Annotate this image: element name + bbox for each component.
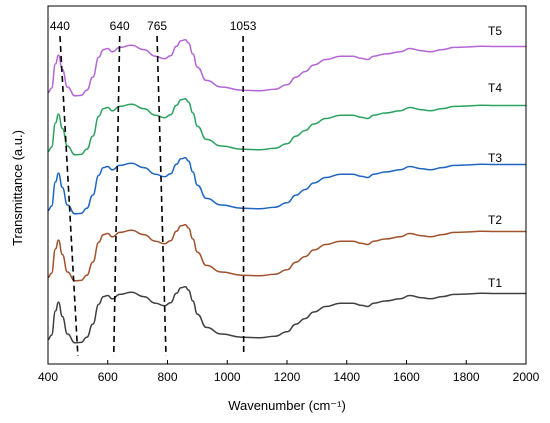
annotation-line-765 [156,35,167,357]
x-tick-label-1800: 1800 [453,370,480,384]
series-line-t1 [47,285,526,344]
x-tick-label-1000: 1000 [214,370,241,384]
series-line-t2 [47,223,526,282]
x-tick-label-1200: 1200 [274,370,301,384]
annotation-line-640 [112,35,121,357]
annotation-line-1053 [242,35,245,357]
x-axis-title: Wavenumber (cm⁻¹) [228,398,346,413]
series-label-t4: T4 [488,81,502,95]
series-label-t3: T3 [488,151,502,165]
x-tick-label-1600: 1600 [393,370,420,384]
series-line-t3 [47,156,526,215]
x-tick-label-600: 600 [98,370,118,384]
x-tick-label-2000: 2000 [513,370,540,384]
annotation-label-440: 440 [50,19,70,33]
series-label-t2: T2 [488,213,502,227]
x-axis-ticks: 400 600 800 1000 1200 1400 1600 1800 2000 [38,360,540,384]
annotation-label-765: 765 [147,19,167,33]
annotation-line-440 [59,35,79,357]
series-line-t5 [47,38,526,97]
y-axis-title: Transmittance (a.u.) [10,130,25,246]
series-label-t1: T1 [488,276,502,290]
x-tick-label-400: 400 [38,370,58,384]
annotation-label-1053: 1053 [230,19,257,33]
annotation-layer: 440 640 765 1053 [50,19,257,357]
series-line-t4 [47,97,526,156]
series-layer [47,38,526,344]
annotation-label-640: 640 [110,19,130,33]
series-label-t5: T5 [488,24,502,38]
x-tick-label-800: 800 [157,370,177,384]
series-labels: T1 T2 T3 T4 T5 [488,24,502,290]
x-tick-label-1400: 1400 [333,370,360,384]
